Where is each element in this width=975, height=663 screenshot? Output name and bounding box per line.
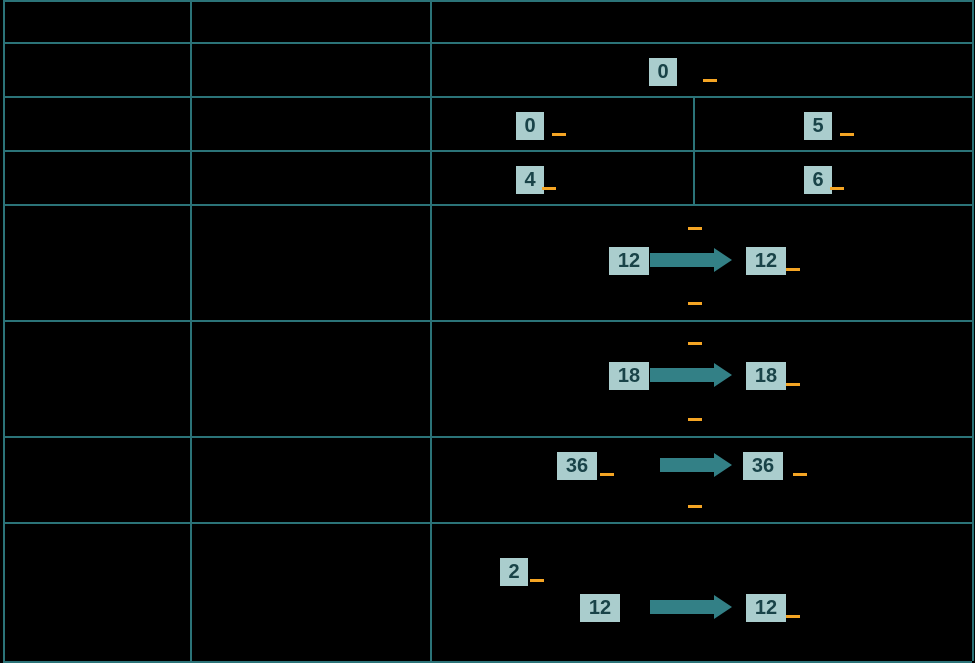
arrow-head-icon [714,453,732,477]
table-diagram: 0 0 5 4 6 12 12 18 18 36 36 2 12 12 [0,0,975,663]
cursor-underscore [600,473,614,476]
value-box: 12 [580,594,620,622]
cursor-underscore [688,505,702,508]
arrow-body [650,368,716,382]
cursor-underscore [786,383,800,386]
cursor-underscore [840,133,854,136]
value-box: 6 [804,166,832,194]
grid-h-line [3,42,972,44]
arrow-body [660,458,716,472]
arrow-body [650,253,716,267]
grid-v-line [430,0,432,661]
value-box: 12 [746,594,786,622]
value-box: 4 [516,166,544,194]
arrow-head-icon [714,248,732,272]
cursor-underscore [542,187,556,190]
cursor-underscore [786,615,800,618]
grid-v-line [3,0,5,661]
grid-h-line [3,522,972,524]
value-box: 0 [516,112,544,140]
cursor-underscore [688,342,702,345]
cursor-underscore [530,579,544,582]
value-box: 18 [746,362,786,390]
cursor-underscore [688,302,702,305]
value-box: 12 [746,247,786,275]
value-box: 36 [557,452,597,480]
arrow-body [650,600,716,614]
grid-h-line [3,96,972,98]
cursor-underscore [793,473,807,476]
grid-h-line [3,320,972,322]
arrow-head-icon [714,363,732,387]
cursor-underscore [688,227,702,230]
cursor-underscore [830,187,844,190]
cursor-underscore [688,418,702,421]
arrow-head-icon [714,595,732,619]
grid-h-line [3,204,972,206]
value-box: 36 [743,452,783,480]
value-box: 12 [609,247,649,275]
value-box: 2 [500,558,528,586]
grid-h-line [3,150,972,152]
value-box: 0 [649,58,677,86]
value-box: 5 [804,112,832,140]
grid-h-line [3,0,972,2]
grid-v-line [972,0,974,661]
cursor-underscore [786,268,800,271]
grid-h-line [3,436,972,438]
value-box: 18 [609,362,649,390]
cursor-underscore [552,133,566,136]
grid-v-line [190,0,192,661]
grid-v-line [693,96,695,204]
cursor-underscore [703,79,717,82]
